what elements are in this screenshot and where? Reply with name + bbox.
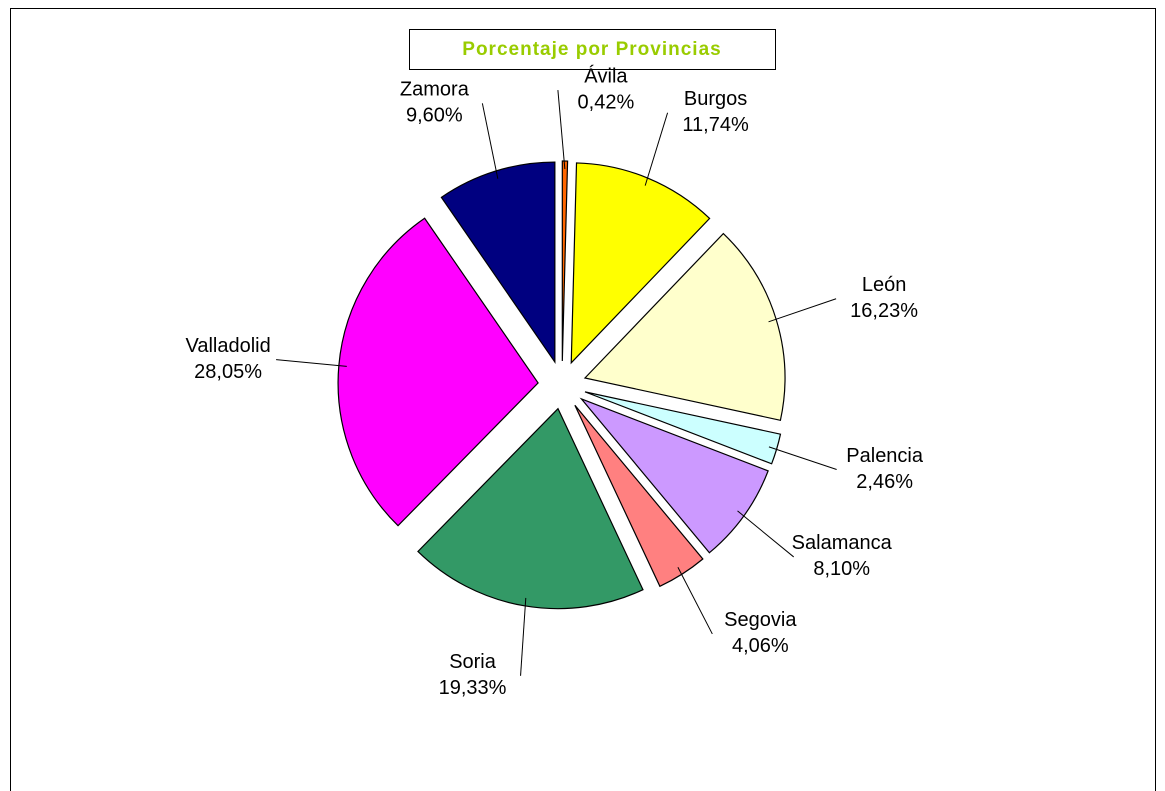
leader-line bbox=[677, 567, 713, 635]
leader-line bbox=[481, 103, 499, 179]
pie-slice bbox=[579, 397, 769, 554]
slice-value-label: 2,46% bbox=[856, 471, 913, 493]
leader-line bbox=[557, 89, 566, 170]
pie-slice bbox=[561, 160, 569, 362]
leader-line bbox=[520, 597, 527, 676]
slice-value-label: 28,05% bbox=[194, 361, 262, 383]
leader-line bbox=[768, 298, 837, 323]
slice-value-label: 19,33% bbox=[439, 677, 507, 699]
slice-value-label: 4,06% bbox=[732, 635, 789, 657]
slice-label: Burgos bbox=[684, 88, 747, 110]
slice-label: Palencia bbox=[846, 445, 924, 467]
leader-line bbox=[768, 446, 837, 470]
leader-line bbox=[276, 359, 347, 367]
pie-slice bbox=[570, 162, 711, 365]
slice-value-label: 16,23% bbox=[850, 300, 918, 322]
slice-value-label: 8,10% bbox=[813, 558, 870, 580]
pie-slice bbox=[574, 404, 704, 588]
pie-slice bbox=[440, 161, 556, 365]
slice-label: Segovia bbox=[724, 609, 797, 631]
leader-line bbox=[737, 510, 795, 558]
slice-label: Zamora bbox=[400, 79, 470, 101]
slice-label: Valladolid bbox=[185, 335, 270, 357]
leader-line bbox=[644, 112, 669, 186]
pie-slice bbox=[417, 407, 644, 610]
slice-value-label: 9,60% bbox=[406, 105, 463, 127]
slice-value-label: 0,42% bbox=[578, 91, 635, 113]
chart-title: Porcentaje por Provincias bbox=[462, 39, 721, 60]
slice-value-label: 11,74% bbox=[682, 114, 749, 136]
title-box bbox=[409, 29, 776, 70]
slice-label: Salamanca bbox=[792, 532, 893, 554]
slice-label: León bbox=[862, 274, 907, 296]
slice-label: Ávila bbox=[584, 64, 628, 87]
chart-frame bbox=[10, 8, 1156, 791]
slice-label: Soria bbox=[449, 651, 497, 673]
